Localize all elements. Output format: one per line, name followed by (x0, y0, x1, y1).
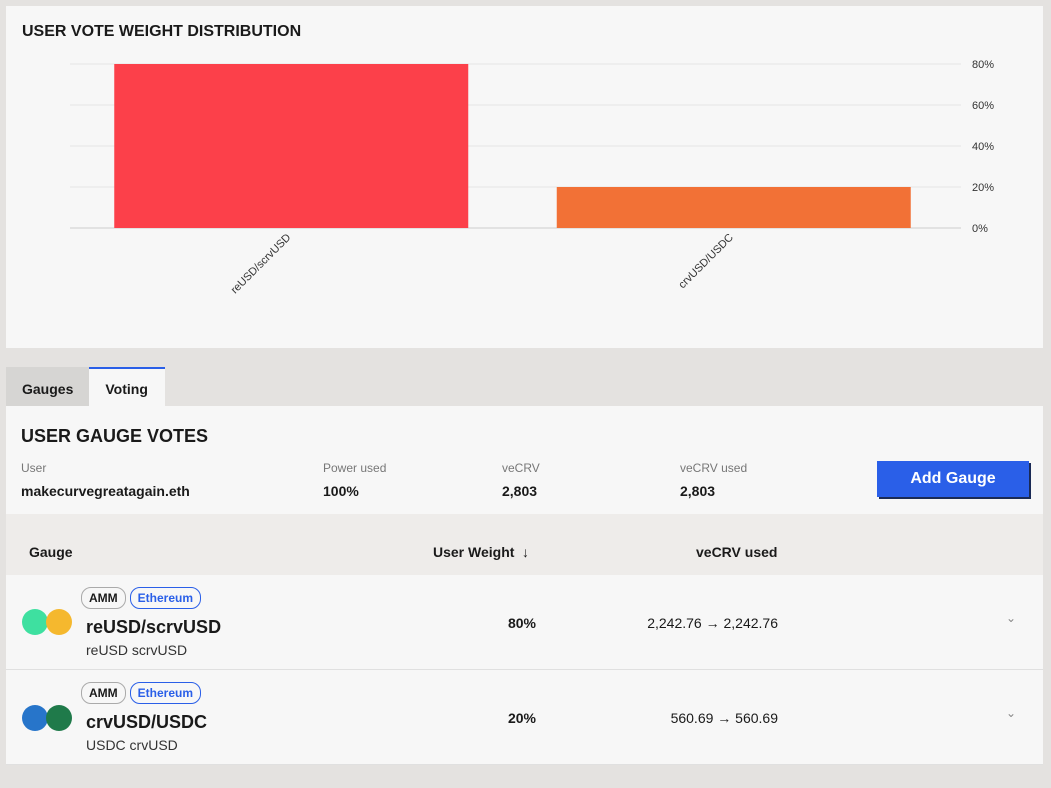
sort-down-icon[interactable]: ↓ (522, 544, 529, 560)
x-tick-label: crvUSD/USDC (676, 232, 736, 292)
chart-title: USER VOTE WEIGHT DISTRIBUTION (22, 23, 302, 40)
tab-gauges[interactable]: Gauges (6, 367, 90, 407)
usdc-token-icon (22, 705, 48, 731)
header-vecrv-used[interactable]: veCRV used (696, 544, 778, 560)
reusd-token-icon (22, 609, 48, 635)
bar (556, 187, 911, 228)
vote-weight-chart-card: USER VOTE WEIGHT DISTRIBUTION 0% 20% 40% 60… (6, 6, 1043, 348)
power-value: 100% (323, 483, 359, 499)
y-tick-label: 0% (972, 223, 988, 235)
tab-voting[interactable]: Voting (89, 367, 166, 407)
vecrv-used-stat: veCRV used 2,803 (680, 461, 747, 499)
vecrv-stat: veCRV 2,803 (502, 461, 540, 499)
table-row[interactable]: AMM Ethereum reUSD/scrvUSD reUSD scrvUSD … (6, 575, 1043, 670)
bar-chart: 0% 20% 40% 60% 80% reUSD/scrvUSD crvUSD/USDC (70, 59, 994, 297)
power-stat: Power used 100% (323, 461, 386, 499)
header-user-weight[interactable]: User Weight (433, 544, 515, 560)
chain-badge: Ethereum (129, 587, 202, 609)
section-title: USER GAUGE VOTES (21, 426, 209, 446)
power-label: Power used (323, 461, 387, 475)
vecrv-used-value: 2,803 (680, 483, 716, 499)
chevron-down-icon[interactable]: ⌄ (1006, 611, 1017, 625)
scrvusd-token-icon (46, 609, 72, 635)
bar (114, 64, 469, 228)
gauge-name[interactable]: crvUSD/USDC (86, 712, 208, 732)
table-row[interactable]: AMM Ethereum crvUSD/USDC USDC crvUSD 20% … (6, 670, 1043, 765)
x-tick-label: reUSD/scrvUSD (229, 232, 294, 297)
user-label: User (21, 461, 47, 475)
crvusd-token-icon (46, 705, 72, 731)
gauge-tokens: reUSD scrvUSD (86, 642, 188, 658)
vecrv-value: 2,803 (502, 483, 538, 499)
user-gauge-votes: USER GAUGE VOTES User makecurvegreatagain… (6, 406, 1043, 514)
y-tick-label: 20% (972, 182, 994, 194)
y-tick-label: 80% (972, 59, 994, 71)
add-gauge-button[interactable]: Add Gauge (877, 461, 1029, 497)
y-tick-label: 60% (972, 100, 994, 112)
vecrv-label: veCRV (502, 461, 540, 475)
y-tick-label: 40% (972, 141, 994, 153)
tabs: Gauges Voting (6, 367, 166, 407)
token-icons (22, 705, 72, 731)
vecrv-used: 2,242.76 → 2,242.76 (647, 615, 778, 631)
user-weight: 80% (507, 615, 536, 631)
token-icons (22, 609, 72, 635)
gauge-name[interactable]: reUSD/scrvUSD (86, 617, 222, 637)
vecrv-used-label: veCRV used (680, 461, 748, 475)
chain-badge: Ethereum (129, 682, 202, 704)
type-badge: AMM (81, 587, 126, 609)
gauge-tokens: USDC crvUSD (86, 737, 178, 753)
chevron-down-icon[interactable]: ⌄ (1006, 706, 1017, 720)
header-gauge[interactable]: Gauge (29, 544, 73, 560)
user-value: makecurvegreatagain.eth (21, 483, 190, 499)
vecrv-used: 560.69 → 560.69 (670, 710, 778, 726)
user-weight: 20% (507, 710, 536, 726)
type-badge: AMM (81, 682, 126, 704)
table-header: Gauge User Weight ↓ veCRV used (6, 514, 1043, 575)
user-stat: User makecurvegreatagain.eth (21, 461, 190, 499)
